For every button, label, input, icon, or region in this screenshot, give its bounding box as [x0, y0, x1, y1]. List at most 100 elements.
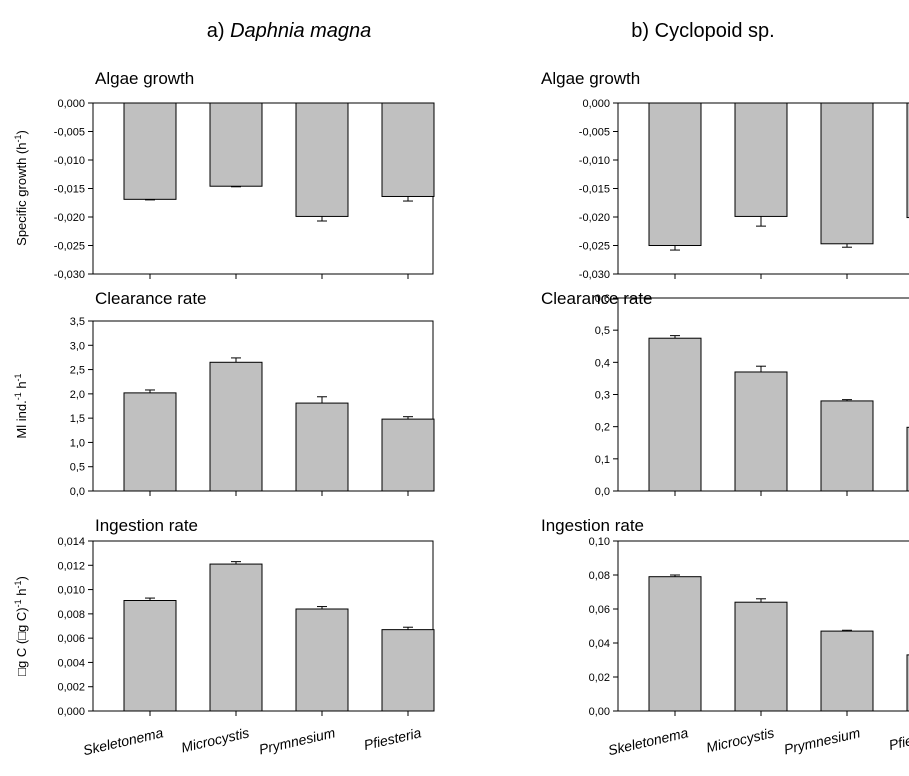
- bar: [906, 102, 909, 219]
- bar: [820, 630, 874, 712]
- plot-frame: [92, 320, 434, 492]
- bar: [734, 371, 788, 492]
- bar: [209, 361, 263, 492]
- bar: [648, 102, 702, 246]
- bar: [820, 400, 874, 492]
- bar: [295, 608, 349, 712]
- chart-panel: Ingestion rate 0,000 0,002 0,004 0,006 0,008 0…: [57, 516, 435, 758]
- panel-title: Algae growth: [541, 69, 640, 88]
- plot-frame: [617, 540, 909, 712]
- y-tick-label: 0,000: [57, 706, 85, 718]
- y-tick-label: 0,08: [589, 570, 610, 582]
- y-axis-label-part: -1: [13, 599, 23, 607]
- y-axis-label-part: Ml ind.: [14, 400, 29, 438]
- y-axis-label-part: ): [14, 130, 29, 134]
- y-tick-label: -0,005: [579, 127, 610, 139]
- y-axis-label: Specific growth (h-1): [13, 130, 29, 246]
- y-tick-label: 0,006: [57, 633, 85, 645]
- y-tick-label: 0,2: [595, 422, 610, 434]
- y-tick-label: -0,010: [579, 155, 610, 167]
- category-label: Prymnesium: [257, 724, 337, 757]
- y-tick-label: 0,000: [582, 98, 610, 110]
- y-tick-label: 0,002: [57, 682, 85, 694]
- y-tick-label: 0,012: [57, 560, 85, 572]
- y-tick-label: -0,010: [54, 155, 85, 167]
- bar: [123, 102, 177, 200]
- bar: [381, 418, 435, 492]
- y-tick-label: 0,02: [589, 672, 610, 684]
- bar: [906, 426, 909, 492]
- y-axis-label: Ml ind.-1 h-1: [13, 373, 29, 438]
- bar: [123, 392, 177, 492]
- bar: [906, 654, 909, 712]
- chart-panel: Clearance rate 0,0 0,5 1,0 1,5 2,0 2,5 3,0 3,5: [70, 289, 435, 498]
- category-label: Pfiesteria: [362, 724, 423, 753]
- column-title-name: Daphnia magna: [230, 20, 371, 42]
- column-title: a) Daphnia magna: [207, 20, 372, 42]
- y-tick-label: 0,014: [57, 536, 85, 548]
- y-axis-label-part: Specific growth (h: [14, 143, 29, 246]
- y-tick-label: -0,020: [579, 212, 610, 224]
- bar: [648, 337, 702, 492]
- column-title: b) Cyclopoid sp.: [631, 20, 774, 42]
- y-tick-label: 2,0: [70, 389, 85, 401]
- bar: [295, 402, 349, 492]
- panel-title: Clearance rate: [95, 289, 207, 308]
- bar: [734, 601, 788, 712]
- bar: [209, 102, 263, 187]
- column-title-name: Cyclopoid sp.: [655, 20, 775, 42]
- y-tick-label: -0,015: [579, 184, 610, 196]
- y-tick-label: 0,3: [595, 390, 610, 402]
- y-tick-label: 0,000: [57, 98, 85, 110]
- y-tick-label: 0,00: [589, 706, 610, 718]
- chart-panel: Algae growth 0,000 -0,005 -0,010 -0,015 -0,02…: [54, 69, 435, 281]
- y-tick-label: 0,008: [57, 609, 85, 621]
- bar: [734, 102, 788, 217]
- y-tick-label: 1,5: [70, 413, 85, 425]
- y-tick-label: 0,5: [595, 325, 610, 337]
- y-tick-label: -0,025: [54, 241, 85, 253]
- panel-title: Ingestion rate: [541, 516, 644, 535]
- y-tick-label: 1,0: [70, 437, 85, 449]
- bar: [123, 600, 177, 712]
- column-title-prefix: a): [207, 20, 230, 42]
- y-axis-label-part: -1: [13, 135, 23, 143]
- y-tick-label: 0,4: [595, 357, 610, 369]
- y-tick-label: 0,010: [57, 585, 85, 597]
- y-tick-label: 0,1: [595, 454, 610, 466]
- plot-frame: [617, 297, 909, 492]
- y-tick-label: 0,04: [589, 638, 610, 650]
- panel-title: Clearance rate: [541, 289, 653, 308]
- bar: [295, 102, 349, 217]
- category-label: Microcystis: [705, 724, 776, 755]
- plot-frame: [617, 102, 909, 275]
- y-axis-label-part: ): [14, 576, 29, 580]
- category-label: Skeletonema: [81, 724, 164, 758]
- y-axis-label-part: □g C (□g C): [14, 607, 29, 675]
- bar: [648, 576, 702, 712]
- y-tick-label: 0,06: [589, 604, 610, 616]
- chart-panel: Algae growth 0,000 -0,005 -0,010 -0,015 -0,02…: [541, 69, 909, 281]
- y-tick-label: 0,0: [70, 486, 85, 498]
- y-tick-label: 0,10: [589, 536, 610, 548]
- chart-panel: Ingestion rate 0,00 0,02 0,04 0,06 0,08 0,10 Sk…: [541, 516, 909, 758]
- y-tick-label: 3,5: [70, 316, 85, 328]
- bar: [381, 629, 435, 712]
- bar: [820, 102, 874, 245]
- y-axis-label-part: -1: [13, 392, 23, 400]
- category-label: Skeletonema: [606, 724, 689, 758]
- y-axis-label: □g C (□g C)-1 h-1): [13, 576, 29, 676]
- y-axis-label-part: -1: [13, 373, 23, 381]
- y-tick-label: -0,005: [54, 127, 85, 139]
- y-tick-label: -0,020: [54, 212, 85, 224]
- category-label: Pfiesteria: [887, 724, 909, 753]
- y-tick-label: 2,5: [70, 365, 85, 377]
- chart-panel: Clearance rate 0,0 0,1 0,2 0,3 0,4 0,5 0,6: [541, 289, 909, 498]
- column-title-prefix: b): [631, 20, 654, 42]
- y-tick-label: 3,0: [70, 340, 85, 352]
- y-tick-label: -0,025: [579, 241, 610, 253]
- category-label: Microcystis: [180, 724, 251, 755]
- bar: [209, 563, 263, 712]
- y-axis-label-part: -1: [13, 581, 23, 589]
